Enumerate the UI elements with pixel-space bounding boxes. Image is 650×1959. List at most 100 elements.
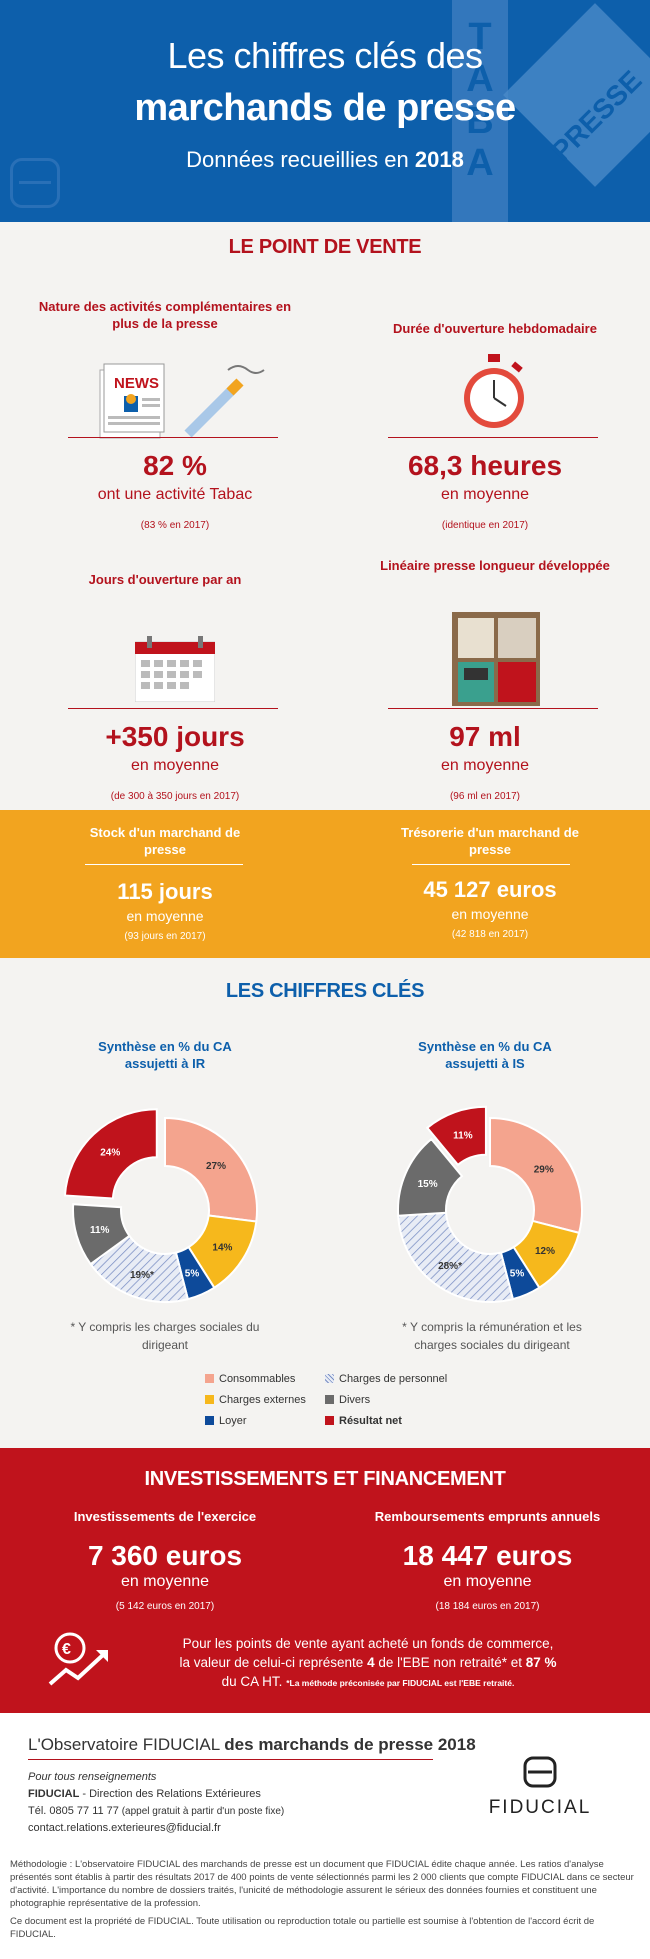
legend-label: Consommables <box>219 1373 296 1385</box>
fiducial-mark-icon <box>10 158 60 208</box>
donut-chart-is: 29% 12% 5% 28%* 15% 11% <box>397 1105 583 1303</box>
stock-desc: en moyenne <box>126 908 204 924</box>
tabac-letter: T <box>468 16 492 58</box>
divider <box>412 864 570 865</box>
fiducial-logo-text: FIDUCIAL <box>488 1797 592 1818</box>
legend-item: Loyer <box>205 1415 247 1427</box>
title-line2: marchands de presse <box>134 87 516 129</box>
divider <box>85 864 243 865</box>
donut-slice-consommables <box>489 1116 583 1235</box>
lineaire-prev: (96 ml en 2017) <box>449 791 521 802</box>
legend-swatch <box>325 1374 334 1383</box>
stock-value: 115 jours <box>117 879 213 904</box>
donut-chart-ir: 27% 14% 5% 19%* 11% 24% <box>63 1108 258 1303</box>
tresorerie-value: 45 127 euros <box>423 877 557 902</box>
legend-label: Divers <box>339 1394 371 1406</box>
legend-swatch <box>325 1395 334 1404</box>
legend-swatch <box>205 1395 214 1404</box>
news-label: NEWS <box>114 375 159 392</box>
exercice-value: 7 360 euros <box>87 1540 243 1571</box>
nature-desc: ont une activité Tabac <box>97 486 253 503</box>
contact-email[interactable]: contact.relations.exterieures@fiducial.f… <box>28 1822 221 1834</box>
section-title-invest: INVESTISSEMENTS ET FINANCEMENT <box>144 1468 506 1490</box>
legend-label: Loyer <box>219 1415 247 1427</box>
nature-prev: (83 % en 2017) <box>140 520 210 531</box>
duree-value-block: 68,3 heures en moyenne (identique en 201… <box>340 450 630 533</box>
exercice-prev: (5 142 euros en 2017) <box>115 1601 215 1612</box>
donut-label: 24% <box>100 1148 120 1159</box>
donut-label: 11% <box>90 1225 110 1236</box>
subtitle: Données recueillies en 2018 <box>186 147 464 172</box>
exercice-desc: en moyenne <box>120 1573 210 1590</box>
legend-item: Charges de personnel <box>325 1373 447 1385</box>
jours-value-block: +350 jours en moyenne (de 300 à 350 jour… <box>30 721 320 804</box>
donut-label: 11% <box>453 1131 473 1142</box>
exercice-value-block: 7 360 euros en moyenne (5 142 euros en 2… <box>40 1540 290 1614</box>
legend-swatch <box>205 1416 214 1425</box>
nature-label: Nature des activités complémentaires en … <box>38 299 292 331</box>
title-line1: Les chiffres clés des <box>167 35 484 76</box>
emprunts-prev: (18 184 euros en 2017) <box>435 1601 540 1612</box>
donut-label: 29% <box>534 1164 554 1175</box>
chart-is-title: Synthèse en % du CA assujetti à IS <box>418 1039 552 1071</box>
lineaire-label: Linéaire presse longueur développée <box>380 558 610 573</box>
fonds-text: Pour les points de vente ayant acheté un… <box>179 1636 557 1689</box>
donut-label: 5% <box>185 1268 200 1279</box>
tresorerie-prev: (42 818 en 2017) <box>451 929 529 940</box>
orange-band: Stock d'un marchand de presse 115 jours … <box>0 810 650 958</box>
legend-swatch <box>205 1374 214 1383</box>
lineaire-value-block: 97 ml en moyenne (96 ml en 2017) <box>340 721 630 804</box>
section-title-chiffres-cles: LES CHIFFRES CLÉS <box>225 980 425 1002</box>
header-banner: T A B A PRESSE Les chiffres clés des mar… <box>0 0 650 222</box>
tabac-letter: A <box>466 142 494 184</box>
duree-prev: (identique en 2017) <box>441 520 529 531</box>
emprunts-value-block: 18 447 euros en moyenne (18 184 euros en… <box>355 1540 620 1614</box>
footer-title: L'Observatoire FIDUCIAL des marchands de… <box>28 1735 476 1754</box>
donut-slice-r-sultat-net <box>63 1108 158 1200</box>
donut-label: 12% <box>535 1246 555 1257</box>
calendar-icon <box>135 636 215 702</box>
lineaire-desc: en moyenne <box>440 757 530 774</box>
divider <box>68 437 278 438</box>
jours-value: +350 jours <box>105 721 245 752</box>
press-stack-icon <box>452 612 540 706</box>
tabac-letter: B <box>466 100 494 142</box>
tresorerie-desc: en moyenne <box>451 906 529 922</box>
svg-text:€: € <box>62 1641 71 1658</box>
donut-slice-charges-de-personnel <box>397 1211 515 1303</box>
donut-slice-consommables <box>164 1116 258 1223</box>
section-title-point-de-vente: LE POINT DE VENTE <box>228 236 422 258</box>
tabac-letter: A <box>466 58 494 100</box>
footer: L'Observatoire FIDUCIAL des marchands de… <box>0 1713 650 1959</box>
divider <box>28 1759 433 1760</box>
note-is: * Y compris la rémunération et les charg… <box>402 1320 582 1352</box>
divider <box>68 708 278 709</box>
donut-label: 14% <box>212 1242 232 1253</box>
nature-value-block: 82 % ont une activité Tabac (83 % en 201… <box>30 450 320 533</box>
legend-item: Consommables <box>205 1373 295 1385</box>
donut-slice-r-sultat-net <box>425 1105 487 1167</box>
donut-label: 27% <box>206 1161 226 1172</box>
donut-label: 15% <box>418 1179 438 1190</box>
tabac-sign-icon: T A B A <box>452 0 508 222</box>
stock-label: Stock d'un marchand de presse <box>89 825 241 857</box>
duree-label: Durée d'ouverture hebdomadaire <box>393 321 597 336</box>
emprunts-value: 18 447 euros <box>402 1540 573 1571</box>
tresorerie-label: Trésorerie d'un marchand de presse <box>401 825 579 857</box>
legend-item: Divers <box>325 1394 370 1406</box>
divider <box>388 437 598 438</box>
emprunts-desc: en moyenne <box>443 1573 532 1590</box>
lineaire-value: 97 ml <box>449 721 521 752</box>
stopwatch-icon <box>464 354 524 428</box>
stock-value-block: 115 jours en moyenne (93 jours en 2017) <box>40 878 290 944</box>
nature-value: 82 % <box>143 450 207 481</box>
donut-slice-divers <box>72 1203 131 1266</box>
divider <box>388 708 598 709</box>
jours-desc: en moyenne <box>130 757 220 774</box>
legend-item: Résultat net <box>325 1415 402 1427</box>
methodologie: Méthodologie : L'observatoire FIDUCIAL d… <box>10 1859 634 1940</box>
note-ir: * Y compris les charges sociales du diri… <box>70 1320 260 1352</box>
invest-band: INVESTISSEMENTS ET FINANCEMENT Investiss… <box>0 1448 650 1713</box>
jours-prev: (de 300 à 350 jours en 2017) <box>110 791 240 802</box>
legend-item: Charges externes <box>205 1394 306 1406</box>
